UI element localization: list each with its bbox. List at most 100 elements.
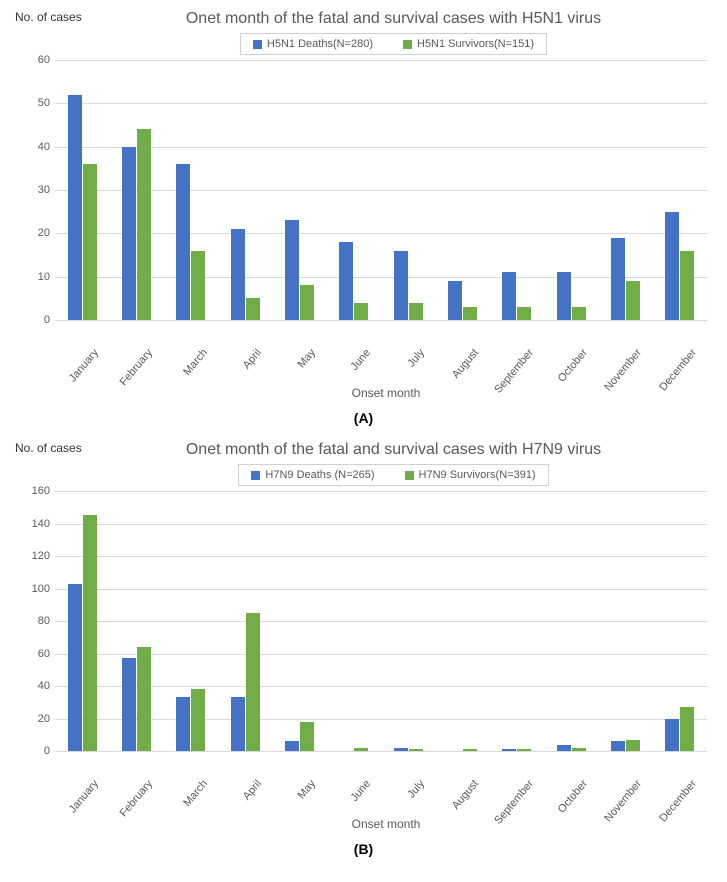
bar bbox=[137, 129, 151, 320]
legend-label: H7N9 Deaths (N=265) bbox=[265, 469, 374, 481]
y-tick-label: 40 bbox=[25, 680, 50, 692]
y-tick-label: 120 bbox=[25, 550, 50, 562]
y-tick-label: 140 bbox=[25, 518, 50, 530]
plot-area-b: 020406080100120140160 bbox=[55, 491, 707, 752]
bar bbox=[354, 748, 368, 751]
bar bbox=[611, 238, 625, 320]
bar bbox=[680, 251, 694, 320]
y-tick-label: 20 bbox=[25, 227, 50, 239]
bar bbox=[246, 298, 260, 320]
bar-group bbox=[653, 491, 707, 751]
bar-group bbox=[218, 491, 272, 751]
legend-a: H5N1 Deaths(N=280) H5N1 Survivors(N=151) bbox=[240, 33, 547, 55]
bar bbox=[300, 722, 314, 751]
bars-area bbox=[55, 491, 707, 751]
bar bbox=[137, 647, 151, 751]
legend-label: H5N1 Survivors(N=151) bbox=[417, 38, 534, 50]
bar-group bbox=[327, 60, 381, 320]
bar bbox=[626, 740, 640, 751]
bar bbox=[394, 748, 408, 751]
legend-b: H7N9 Deaths (N=265) H7N9 Survivors(N=391… bbox=[238, 464, 548, 486]
bar-group bbox=[544, 491, 598, 751]
bar bbox=[557, 272, 571, 320]
legend-item-deaths-a: H5N1 Deaths(N=280) bbox=[253, 38, 373, 50]
bar-group bbox=[490, 60, 544, 320]
bar-group bbox=[164, 60, 218, 320]
bars-area bbox=[55, 60, 707, 320]
bar bbox=[448, 281, 462, 320]
y-tick-label: 60 bbox=[25, 648, 50, 660]
y-axis-title-b: No. of cases bbox=[15, 441, 82, 455]
chart-title-a: Onet month of the fatal and survival cas… bbox=[10, 10, 717, 28]
bar bbox=[502, 272, 516, 320]
bar-group bbox=[164, 491, 218, 751]
bar bbox=[517, 749, 531, 751]
bar bbox=[231, 697, 245, 751]
bar-group bbox=[109, 60, 163, 320]
legend-swatch-icon bbox=[405, 471, 414, 480]
legend-label: H5N1 Deaths(N=280) bbox=[267, 38, 373, 50]
plot-area-a: 0102030405060 bbox=[55, 60, 707, 321]
chart-title-b: Onet month of the fatal and survival cas… bbox=[10, 441, 717, 459]
bar bbox=[354, 303, 368, 320]
bar bbox=[502, 749, 516, 751]
legend-swatch-icon bbox=[403, 40, 412, 49]
bar bbox=[394, 251, 408, 320]
bar bbox=[409, 749, 423, 751]
bar bbox=[231, 229, 245, 320]
bar-group bbox=[272, 491, 326, 751]
bar-group bbox=[55, 491, 109, 751]
y-tick-label: 100 bbox=[25, 583, 50, 595]
panel-label-b: (B) bbox=[10, 841, 717, 857]
y-axis-title-a: No. of cases bbox=[15, 10, 82, 24]
bar bbox=[68, 584, 82, 751]
y-tick-label: 30 bbox=[25, 184, 50, 196]
bar-group bbox=[653, 60, 707, 320]
gridline bbox=[55, 320, 707, 321]
y-tick-label: 50 bbox=[25, 97, 50, 109]
y-tick-label: 20 bbox=[25, 713, 50, 725]
bar bbox=[557, 745, 571, 752]
legend-swatch-icon bbox=[253, 40, 262, 49]
chart-a: No. of cases Onet month of the fatal and… bbox=[10, 10, 717, 400]
legend-item-deaths-b: H7N9 Deaths (N=265) bbox=[251, 469, 374, 481]
bar-group bbox=[544, 60, 598, 320]
y-tick-label: 80 bbox=[25, 615, 50, 627]
bar-group bbox=[327, 491, 381, 751]
x-labels-b: JanuaryFebruaryMarchAprilMayJuneJulyAugu… bbox=[55, 757, 707, 817]
legend-swatch-icon bbox=[251, 471, 260, 480]
bar bbox=[83, 515, 97, 751]
bar bbox=[246, 613, 260, 751]
bar-group bbox=[598, 491, 652, 751]
bar bbox=[463, 307, 477, 320]
bar-group bbox=[218, 60, 272, 320]
bar bbox=[191, 251, 205, 320]
bar bbox=[463, 749, 477, 751]
panel-label-a: (A) bbox=[10, 410, 717, 426]
bar bbox=[611, 741, 625, 751]
bar bbox=[517, 307, 531, 320]
x-labels-a: JanuaryFebruaryMarchAprilMayJuneJulyAugu… bbox=[55, 326, 707, 386]
y-tick-label: 10 bbox=[25, 271, 50, 283]
bar bbox=[176, 697, 190, 751]
bar bbox=[191, 689, 205, 751]
bar bbox=[409, 303, 423, 320]
bar bbox=[68, 95, 82, 320]
chart-b: No. of cases Onet month of the fatal and… bbox=[10, 441, 717, 831]
bar bbox=[339, 242, 353, 320]
bar bbox=[285, 220, 299, 320]
bar bbox=[176, 164, 190, 320]
bar-group bbox=[490, 491, 544, 751]
bar bbox=[680, 707, 694, 751]
bar bbox=[300, 285, 314, 320]
bar-group bbox=[598, 60, 652, 320]
y-tick-label: 160 bbox=[25, 485, 50, 497]
bar bbox=[665, 719, 679, 752]
bar-group bbox=[272, 60, 326, 320]
legend-item-survivors-a: H5N1 Survivors(N=151) bbox=[403, 38, 534, 50]
bar bbox=[626, 281, 640, 320]
bar bbox=[83, 164, 97, 320]
y-tick-label: 0 bbox=[25, 745, 50, 757]
legend-item-survivors-b: H7N9 Survivors(N=391) bbox=[405, 469, 536, 481]
y-tick-label: 0 bbox=[25, 314, 50, 326]
